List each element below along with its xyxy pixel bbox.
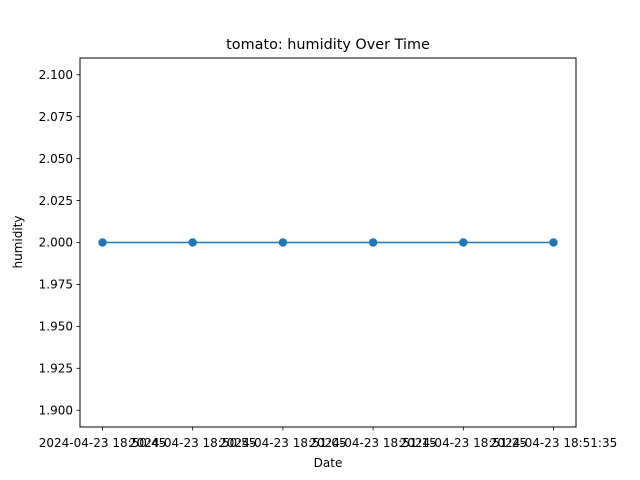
x-tick-label: 2024-04-23 18:50:45 bbox=[39, 436, 166, 450]
data-point-marker bbox=[98, 238, 107, 247]
y-tick-label: 1.925 bbox=[39, 361, 73, 375]
plot-area-frame bbox=[79, 57, 577, 428]
x-tick-label: 2024-04-23 18:51:15 bbox=[309, 436, 436, 450]
data-point-marker bbox=[549, 238, 558, 247]
y-tick-label: 2.075 bbox=[39, 110, 73, 124]
data-point-marker bbox=[459, 238, 468, 247]
y-axis: 1.900 1.925 1.950 1.975 2.000 2.025 2.050 2.075… bbox=[39, 68, 80, 417]
x-tick-label: 2024-04-23 18:50:55 bbox=[129, 436, 256, 450]
data-point-marker bbox=[368, 238, 378, 247]
data-point-marker bbox=[188, 238, 197, 247]
y-axis-label: humidity bbox=[11, 216, 25, 269]
y-tick-label: 2.025 bbox=[39, 194, 73, 208]
chart-title: tomato: humidity Over Time bbox=[226, 37, 430, 53]
y-tick-label: 2.100 bbox=[39, 68, 73, 82]
x-tick-label: 2024-04-23 18:51:25 bbox=[400, 436, 527, 450]
y-tick-label: 2.000 bbox=[39, 236, 73, 250]
y-tick-label: 2.050 bbox=[39, 152, 73, 166]
y-tick-label: 1.975 bbox=[39, 278, 73, 292]
y-tick-label: 1.900 bbox=[39, 403, 73, 417]
x-axis-label: Date bbox=[314, 456, 343, 470]
x-tick-label: 2024-04-23 18:51:35 bbox=[490, 436, 617, 450]
series-layer bbox=[98, 238, 558, 247]
y-tick-label: 1.950 bbox=[39, 320, 73, 334]
x-tick-label: 2024-04-23 18:51:05 bbox=[219, 436, 346, 450]
data-point-marker bbox=[278, 238, 288, 247]
